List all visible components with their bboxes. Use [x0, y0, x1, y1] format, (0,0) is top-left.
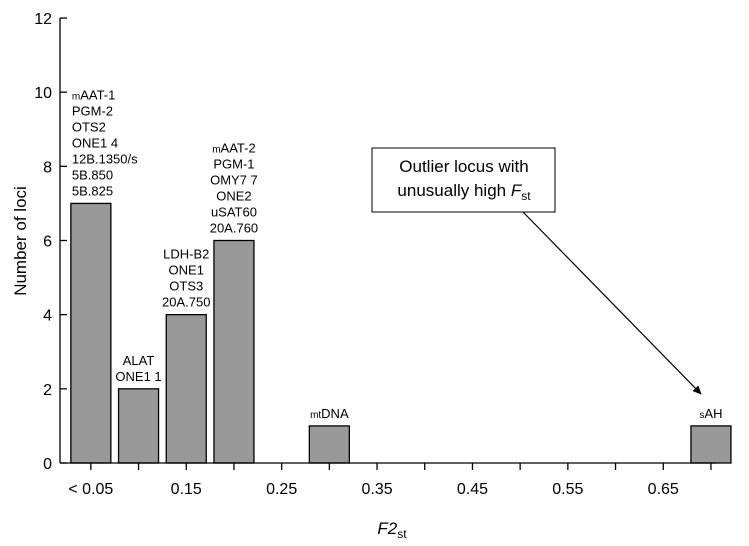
bar: [308, 425, 351, 464]
bar-label-text: OTS3: [169, 279, 203, 294]
bar-label: ONE1 1: [115, 369, 161, 384]
annotation-line-2-var: F: [511, 181, 523, 200]
bar-label-text: 5B.825: [72, 183, 113, 198]
bar-label: ONE1: [169, 263, 204, 278]
y-tick-label: 0: [43, 456, 52, 473]
bar-label: ONE2: [216, 189, 251, 204]
bar-label: LDH-B2: [163, 247, 209, 262]
bar-label-prefix: m: [72, 91, 80, 102]
annotation-box: [371, 147, 556, 213]
bar-label-text: DNA: [321, 406, 349, 421]
bar-label-text: 12B.1350/s: [72, 151, 138, 166]
y-tick-label: 6: [43, 234, 52, 251]
bar-label-text: AAT-2: [221, 141, 256, 156]
x-tick-label: 0.45: [457, 481, 488, 498]
bar-label-text: OMY7 7: [210, 173, 258, 188]
bar: [213, 239, 255, 464]
bar-label-text: 20A.760: [210, 221, 258, 236]
bar-label-text: AH: [704, 406, 722, 421]
bar-label-text: 5B.850: [72, 167, 113, 182]
bar-label: 5B.850: [72, 167, 113, 182]
annotation-line-1: Outlier locus with: [399, 157, 528, 176]
y-tick-label: 10: [34, 85, 52, 102]
annotation-arrow: [522, 211, 702, 395]
x-tick-label: 0.55: [552, 481, 583, 498]
bar-label-text: AAT-1: [80, 87, 115, 102]
bar-label: mAAT-1: [72, 87, 116, 102]
bar-label: ONE1 4: [72, 135, 118, 150]
bar: [165, 314, 207, 464]
bar-label-text: ONE1 1: [115, 369, 161, 384]
bar-label-text: ONE1 4: [72, 135, 118, 150]
x-tick-label: 0.65: [648, 481, 679, 498]
bar-label: OTS2: [72, 119, 106, 134]
annotation-line-2: unusually high Fst: [397, 181, 531, 203]
bar-label-text: 20A.750: [162, 295, 210, 310]
bar-label: sAH: [699, 406, 722, 421]
bar-label-prefix: m: [212, 145, 220, 156]
bar-label: PGM-1: [213, 157, 254, 172]
y-axis-title: Number of loci: [11, 186, 30, 296]
y-tick-label: 8: [43, 159, 52, 176]
x-axis-title-sub: st: [397, 527, 407, 541]
bar-label: 5B.825: [72, 183, 113, 198]
bar-label: 20A.750: [162, 295, 210, 310]
x-tick-label: 0.35: [361, 481, 392, 498]
bar-label: OTS3: [169, 279, 203, 294]
annotation-line-2-text: unusually high: [397, 181, 510, 200]
bar: [70, 202, 112, 464]
x-axis-title-main: F2: [377, 519, 397, 538]
x-axis-title: F2st: [377, 519, 407, 541]
bar: [117, 388, 160, 464]
bar-label-text: PGM-1: [213, 157, 254, 172]
bar-label: PGM-2: [72, 103, 113, 118]
y-tick-label: 12: [34, 11, 52, 28]
x-tick-label: 0.25: [266, 481, 297, 498]
bar-label: 12B.1350/s: [72, 151, 138, 166]
bar-label-prefix: mt: [310, 410, 321, 421]
x-tick-label: < 0.05: [68, 481, 113, 498]
bar-label-text: LDH-B2: [163, 247, 209, 262]
bar-label-text: uSAT60: [211, 205, 257, 220]
bar-label: mtDNA: [310, 406, 349, 421]
annotation-line-2-sub: st: [521, 189, 531, 203]
bar-label: OMY7 7: [210, 173, 258, 188]
bar-label-prefix: s: [699, 410, 704, 421]
bar: [690, 425, 732, 464]
bar-label-text: PGM-2: [72, 103, 113, 118]
bar-label-text: ONE2: [216, 189, 251, 204]
bar-label: ALAT: [123, 353, 155, 368]
x-tick-label: 0.15: [171, 481, 202, 498]
bar-label-text: OTS2: [72, 119, 106, 134]
bar-label-text: ONE1: [169, 263, 204, 278]
y-tick-label: 2: [43, 382, 52, 399]
bar-label-text: ALAT: [123, 353, 155, 368]
y-tick-label: 4: [43, 308, 52, 325]
bar-label: mAAT-2: [212, 141, 256, 156]
bar-label: 20A.760: [210, 221, 258, 236]
bar-label: uSAT60: [211, 205, 257, 220]
